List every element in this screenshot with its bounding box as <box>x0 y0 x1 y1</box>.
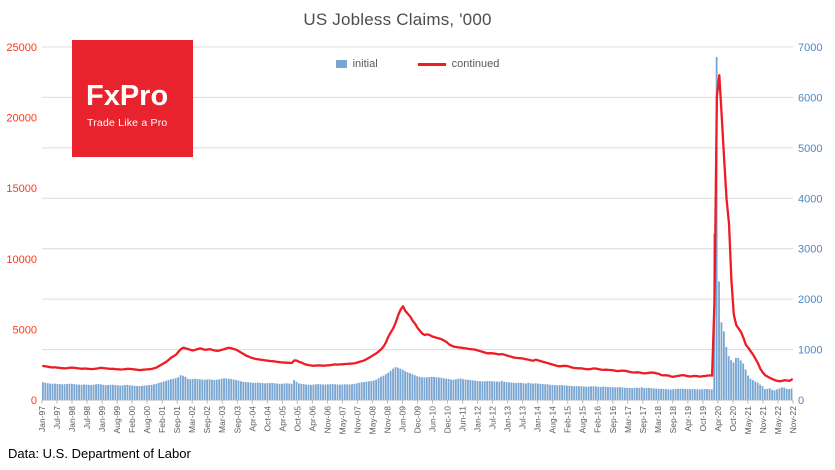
left-axis-labels: 0 5000 10000 15000 20000 25000 <box>6 42 37 407</box>
svg-text:Aug-00: Aug-00 <box>142 406 152 434</box>
svg-text:Jul-13: Jul-13 <box>518 406 528 429</box>
svg-text:Mar-17: Mar-17 <box>623 406 633 433</box>
svg-text:Sep-03: Sep-03 <box>232 406 242 434</box>
legend-label-continued: continued <box>451 58 500 70</box>
svg-text:Oct-04: Oct-04 <box>262 406 272 432</box>
svg-text:Apr-06: Apr-06 <box>307 406 317 432</box>
svg-text:Sep-17: Sep-17 <box>638 406 648 434</box>
svg-text:3000: 3000 <box>798 244 822 256</box>
svg-text:6000: 6000 <box>798 92 822 104</box>
legend: initial continued <box>42 58 793 70</box>
svg-text:Sep-01: Sep-01 <box>172 406 182 434</box>
svg-text:May-08: May-08 <box>367 406 377 435</box>
source-note: Data: U.S. Department of Labor <box>8 446 191 461</box>
svg-text:4000: 4000 <box>798 193 822 205</box>
svg-text:Jul-97: Jul-97 <box>52 406 62 429</box>
svg-text:Jan-13: Jan-13 <box>503 406 513 432</box>
svg-text:2000: 2000 <box>798 294 822 306</box>
svg-text:Sep-16: Sep-16 <box>608 406 618 434</box>
legend-label-initial: initial <box>352 58 378 70</box>
svg-text:15000: 15000 <box>6 183 37 195</box>
svg-text:Sep-02: Sep-02 <box>202 406 212 434</box>
svg-text:Nov-07: Nov-07 <box>352 406 362 434</box>
fxpro-logo-tagline: Trade Like a Pro <box>87 117 168 129</box>
svg-text:Feb-01: Feb-01 <box>157 406 167 433</box>
svg-text:Jan-14: Jan-14 <box>533 406 543 432</box>
svg-text:Jun-09: Jun-09 <box>398 406 408 432</box>
svg-text:Aug-99: Aug-99 <box>112 406 122 434</box>
svg-text:Dec-09: Dec-09 <box>413 406 423 434</box>
svg-text:Apr-20: Apr-20 <box>713 406 723 432</box>
svg-text:Jul-12: Jul-12 <box>488 406 498 429</box>
svg-text:25000: 25000 <box>6 42 37 54</box>
right-axis-labels: 0 1000 2000 3000 4000 5000 6000 7000 <box>798 42 822 407</box>
svg-text:Jan-98: Jan-98 <box>67 406 77 432</box>
svg-text:Mar-02: Mar-02 <box>187 406 197 433</box>
series-initial-bars <box>42 57 793 401</box>
svg-text:Feb-00: Feb-00 <box>127 406 137 433</box>
svg-text:5000: 5000 <box>798 143 822 155</box>
svg-text:Feb-16: Feb-16 <box>593 406 603 433</box>
svg-text:Jan-12: Jan-12 <box>473 406 483 432</box>
svg-text:Aug-15: Aug-15 <box>578 406 588 434</box>
svg-text:Nov-06: Nov-06 <box>322 406 332 434</box>
svg-text:10000: 10000 <box>6 254 37 266</box>
svg-text:Nov-21: Nov-21 <box>758 406 768 434</box>
svg-text:5000: 5000 <box>13 324 37 336</box>
svg-text:1000: 1000 <box>798 345 822 357</box>
legend-swatch-initial-icon <box>335 60 347 68</box>
svg-text:Oct-19: Oct-19 <box>698 406 708 432</box>
svg-text:Oct-05: Oct-05 <box>292 406 302 432</box>
fxpro-logo-wordmark: FxPro <box>86 80 169 112</box>
svg-text:Mar-03: Mar-03 <box>217 406 227 433</box>
svg-text:Aug-14: Aug-14 <box>548 406 558 434</box>
fxpro-logo: FxPro Trade Like a Pro <box>72 40 193 157</box>
x-axis-labels: Jan-97 Jul-97 Jan-98 Jul-98 Jan-99 Aug-99 Feb-… <box>37 400 798 434</box>
svg-text:Sep-18: Sep-18 <box>668 406 678 434</box>
svg-text:May-21: May-21 <box>743 406 753 435</box>
svg-text:Feb-15: Feb-15 <box>563 406 573 433</box>
svg-text:Jul-98: Jul-98 <box>82 406 92 429</box>
svg-text:0: 0 <box>798 395 804 407</box>
svg-text:Mar-18: Mar-18 <box>653 406 663 433</box>
svg-text:Nov-08: Nov-08 <box>383 406 393 434</box>
legend-swatch-continued-icon <box>417 62 446 66</box>
chart-title: US Jobless Claims, '000 <box>303 10 492 29</box>
series-continued-line <box>42 74 793 383</box>
svg-text:Oct-20: Oct-20 <box>728 406 738 432</box>
svg-text:Jun-10: Jun-10 <box>428 406 438 432</box>
svg-text:May-22: May-22 <box>773 406 783 435</box>
svg-text:May-07: May-07 <box>337 406 347 435</box>
svg-text:0: 0 <box>31 395 37 407</box>
svg-text:Jun-11: Jun-11 <box>458 406 468 432</box>
svg-text:Apr-19: Apr-19 <box>683 406 693 432</box>
svg-text:Dec-10: Dec-10 <box>443 406 453 434</box>
svg-text:Apr-05: Apr-05 <box>277 406 287 432</box>
svg-text:Jan-99: Jan-99 <box>97 406 107 432</box>
svg-text:Jan-97: Jan-97 <box>37 406 47 432</box>
svg-text:20000: 20000 <box>6 113 37 125</box>
svg-text:Nov-22: Nov-22 <box>788 406 798 434</box>
svg-text:Apr-04: Apr-04 <box>247 406 257 432</box>
svg-text:7000: 7000 <box>798 42 822 54</box>
